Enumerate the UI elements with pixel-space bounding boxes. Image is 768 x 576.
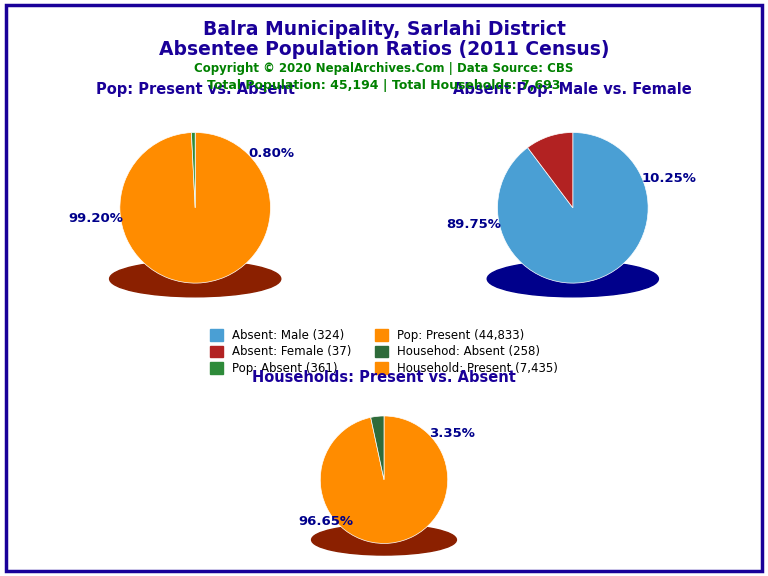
Text: Balra Municipality, Sarlahi District: Balra Municipality, Sarlahi District <box>203 20 565 39</box>
Text: 0.80%: 0.80% <box>248 146 294 160</box>
Text: Copyright © 2020 NepalArchives.Com | Data Source: CBS: Copyright © 2020 NepalArchives.Com | Dat… <box>194 62 574 75</box>
Ellipse shape <box>312 525 456 555</box>
Text: 10.25%: 10.25% <box>641 172 696 185</box>
Text: 89.75%: 89.75% <box>446 218 501 232</box>
Text: 3.35%: 3.35% <box>429 427 475 440</box>
Wedge shape <box>498 132 648 283</box>
Wedge shape <box>371 416 384 480</box>
Wedge shape <box>191 132 195 208</box>
Wedge shape <box>320 416 448 543</box>
Text: 99.20%: 99.20% <box>68 213 124 225</box>
Title: Absent Pop: Male vs. Female: Absent Pop: Male vs. Female <box>453 82 692 97</box>
Text: Absentee Population Ratios (2011 Census): Absentee Population Ratios (2011 Census) <box>159 40 609 59</box>
Wedge shape <box>120 132 270 283</box>
Ellipse shape <box>487 261 658 297</box>
Wedge shape <box>528 132 573 208</box>
Text: Total Population: 45,194 | Total Households: 7,693: Total Population: 45,194 | Total Househo… <box>207 79 561 93</box>
Ellipse shape <box>110 261 281 297</box>
Text: 96.65%: 96.65% <box>299 515 353 528</box>
Title: Pop: Present vs. Absent: Pop: Present vs. Absent <box>96 82 295 97</box>
Title: Households: Present vs. Absent: Households: Present vs. Absent <box>252 370 516 385</box>
Legend: Absent: Male (324), Absent: Female (37), Pop: Absent (361), Pop: Present (44,833: Absent: Male (324), Absent: Female (37),… <box>210 329 558 375</box>
